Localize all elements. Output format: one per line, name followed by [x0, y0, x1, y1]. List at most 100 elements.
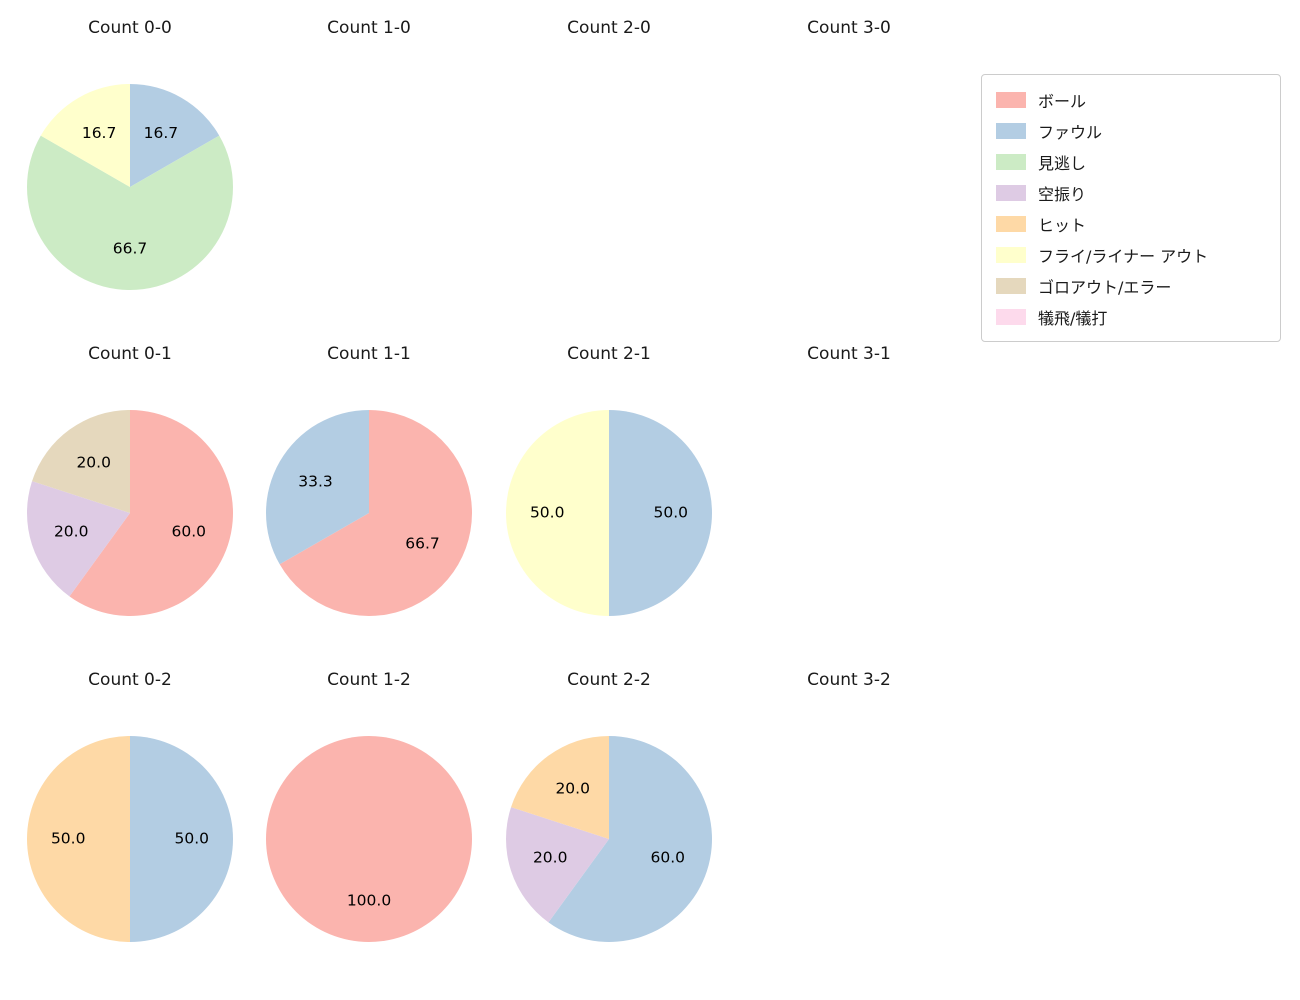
chart-cell-count-3-0: Count 3-0 [729, 16, 969, 292]
legend-label-groundout-error: ゴロアウト/エラー [1038, 277, 1172, 297]
pie-percent-label: 66.7 [113, 239, 148, 257]
pie-svg: 50.0 50.0 [27, 736, 233, 942]
pie-svg: 66.7 33.3 [266, 410, 473, 616]
pie-percent-label: 50.0 [530, 504, 565, 522]
pie-count-0-1: 60.0 20.0 20.0 [25, 408, 235, 618]
chart-cell-count-2-1: Count 2-1 50.0 50.0 [489, 342, 729, 618]
pie-percent-label: 60.0 [172, 523, 207, 541]
pie-percent-label: 20.0 [533, 849, 568, 867]
chart-title-count-0-0: Count 0-0 [88, 18, 172, 38]
pie-count-2-2: 60.0 20.0 20.0 [504, 734, 714, 944]
pie-svg: 50.0 50.0 [506, 410, 712, 616]
pie-count-0-2: 50.0 50.0 [25, 734, 235, 944]
legend-swatch-groundout-error [996, 277, 1026, 294]
legend-label-swinging-strike: 空振り [1038, 184, 1087, 204]
legend-swatch-called-strike [996, 153, 1026, 170]
chart-title-count-1-0: Count 1-0 [327, 18, 411, 38]
pie-percent-label: 33.3 [298, 473, 333, 491]
pie-percent-label: 20.0 [76, 454, 111, 472]
pie-slice-ファウル [266, 410, 369, 565]
chart-cell-count-0-1: Count 0-1 60.0 20.0 20.0 [10, 342, 250, 618]
legend-label-sacrifice: 犠飛/犠打 [1038, 308, 1108, 328]
pie-count-2-0 [504, 82, 714, 292]
pie-count-1-2: 100.0 [264, 734, 474, 944]
legend-label-fly-liner-out: フライ/ライナー アウト [1038, 246, 1209, 266]
chart-title-count-0-1: Count 0-1 [88, 344, 172, 364]
pie-slice-ファウル [609, 410, 712, 616]
pie-percent-label: 66.7 [405, 535, 440, 553]
pie-svg: 60.0 20.0 20.0 [505, 736, 713, 942]
pie-percent-label: 60.0 [651, 849, 686, 867]
legend-item: ヒット [996, 208, 1266, 239]
chart-title-count-3-0: Count 3-0 [807, 18, 891, 38]
legend-swatch-foul [996, 122, 1026, 139]
pie-count-3-0 [744, 82, 954, 292]
pie-count-1-1: 66.7 33.3 [264, 408, 474, 618]
pie-percent-label: 16.7 [144, 124, 179, 142]
chart-title-count-2-0: Count 2-0 [567, 18, 651, 38]
pie-percent-label: 50.0 [51, 830, 86, 848]
legend-swatch-hit [996, 215, 1026, 232]
chart-title-count-3-2: Count 3-2 [807, 670, 891, 690]
legend-item: 犠飛/犠打 [996, 301, 1266, 332]
pie-slice-見逃し [27, 135, 234, 291]
chart-cell-count-3-1: Count 3-1 [729, 342, 969, 618]
pie-slice-空振り [26, 481, 130, 597]
chart-cell-count-1-0: Count 1-0 [249, 16, 489, 292]
pie-percent-label: 100.0 [347, 891, 391, 909]
pie-percent-label: 50.0 [654, 504, 689, 522]
chart-title-count-1-1: Count 1-1 [327, 344, 411, 364]
legend: ボール ファウル 見逃し 空振り ヒット フライ/ライナー アウト ゴロアウト/… [981, 74, 1281, 342]
legend-label-ball: ボール [1038, 91, 1087, 111]
chart-title-count-1-2: Count 1-2 [327, 670, 411, 690]
legend-item: 空振り [996, 177, 1266, 208]
chart-cell-count-1-2: Count 1-2 100.0 [249, 668, 489, 944]
legend-item: ゴロアウト/エラー [996, 270, 1266, 301]
pie-slice-フライ/ライナー アウト [40, 84, 130, 187]
pie-slice-ヒット [27, 736, 130, 942]
pie-count-3-1 [744, 408, 954, 618]
pie-slice-ファウル [548, 736, 713, 942]
pie-slice-空振り [505, 807, 609, 923]
pie-svg: 16.7 66.7 16.7 [27, 84, 234, 291]
pie-count-0-0: 16.7 66.7 16.7 [25, 82, 235, 292]
chart-cell-count-1-1: Count 1-1 66.7 33.3 [249, 342, 489, 618]
legend-label-called-strike: 見逃し [1038, 153, 1087, 173]
chart-title-count-3-1: Count 3-1 [807, 344, 891, 364]
legend-item: フライ/ライナー アウト [996, 239, 1266, 270]
pie-count-2-1: 50.0 50.0 [504, 408, 714, 618]
legend-swatch-ball [996, 91, 1026, 108]
pie-slice-ボール [279, 410, 473, 616]
pie-svg: 60.0 20.0 20.0 [26, 410, 234, 616]
pie-percent-label: 20.0 [555, 780, 590, 798]
pie-slice-ボール [266, 736, 472, 942]
legend-swatch-sacrifice [996, 308, 1026, 325]
legend-label-hit: ヒット [1038, 215, 1087, 235]
chart-cell-count-2-0: Count 2-0 [489, 16, 729, 292]
pie-slice-フライ/ライナー アウト [506, 410, 609, 616]
pie-slice-ヒット [511, 736, 609, 839]
pie-slice-ファウル [130, 736, 233, 942]
chart-cell-count-0-2: Count 0-2 50.0 50.0 [10, 668, 250, 944]
pie-percent-label: 50.0 [175, 830, 210, 848]
legend-item: ボール [996, 84, 1266, 115]
legend-item: 見逃し [996, 146, 1266, 177]
legend-label-foul: ファウル [1038, 122, 1103, 142]
pie-count-1-0 [264, 82, 474, 292]
pie-svg: 100.0 [266, 736, 472, 942]
pie-percent-label: 16.7 [82, 124, 117, 142]
chart-cell-count-3-2: Count 3-2 [729, 668, 969, 944]
pie-slice-ボール [69, 410, 234, 616]
chart-cell-count-0-0: Count 0-0 16.7 66.7 16.7 [10, 16, 250, 292]
legend-swatch-swinging-strike [996, 184, 1026, 201]
legend-swatch-fly-liner-out [996, 246, 1026, 263]
chart-title-count-2-2: Count 2-2 [567, 670, 651, 690]
pie-slice-ゴロアウト/エラー [32, 410, 130, 513]
chart-cell-count-2-2: Count 2-2 60.0 20.0 20.0 [489, 668, 729, 944]
chart-title-count-0-2: Count 0-2 [88, 670, 172, 690]
chart-title-count-2-1: Count 2-1 [567, 344, 651, 364]
pie-slice-ファウル [130, 84, 220, 187]
pie-percent-label: 20.0 [54, 523, 89, 541]
legend-item: ファウル [996, 115, 1266, 146]
pie-count-3-2 [744, 734, 954, 944]
